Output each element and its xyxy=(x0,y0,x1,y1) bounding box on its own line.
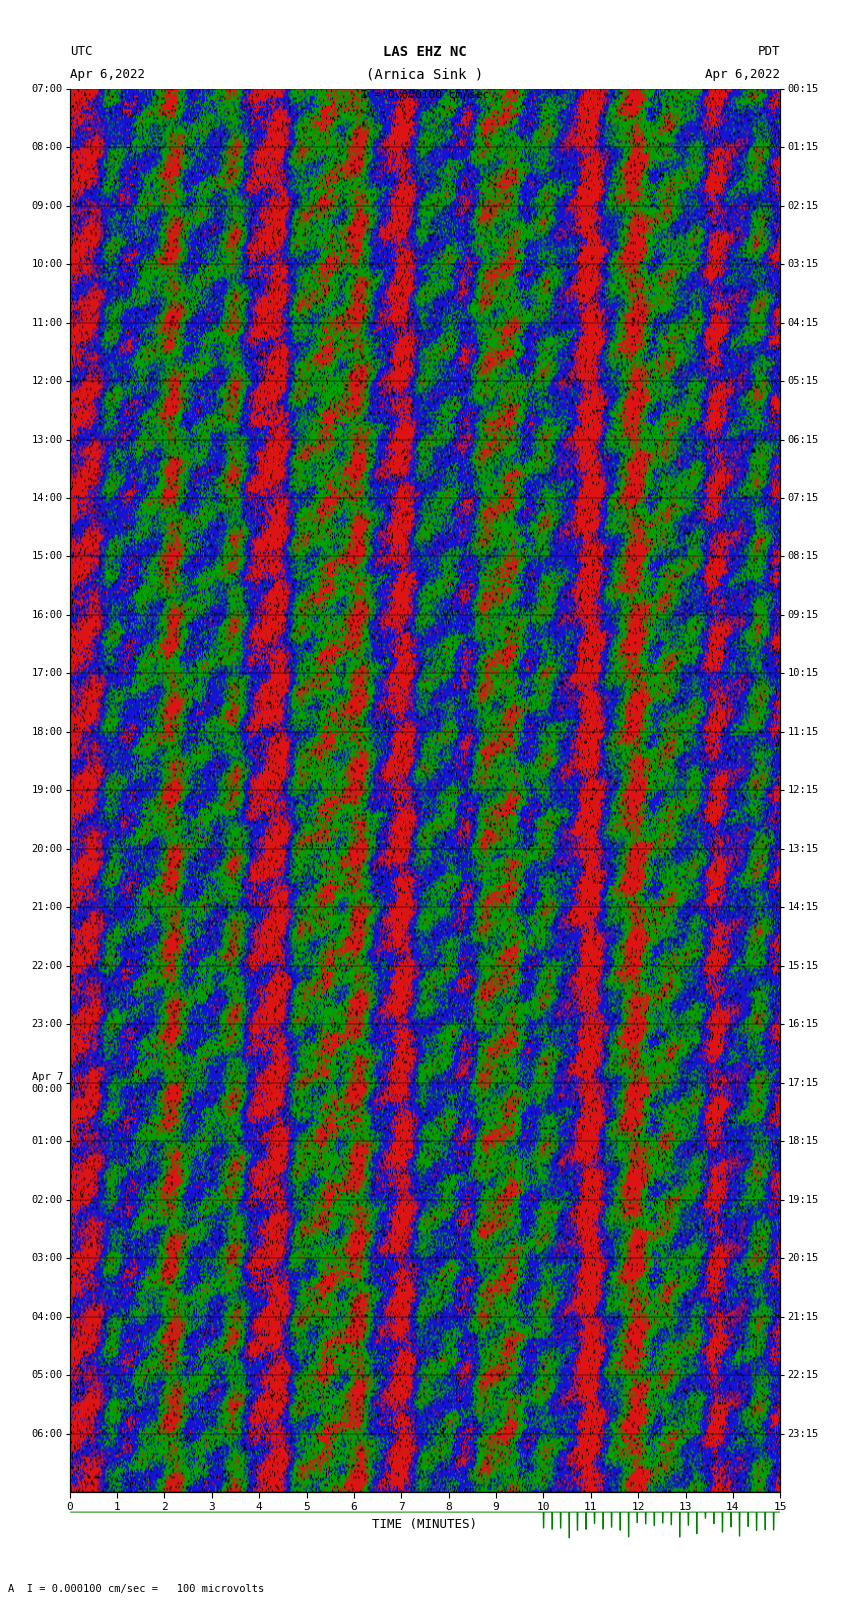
Text: LAS EHZ NC: LAS EHZ NC xyxy=(383,45,467,60)
Text: UTC: UTC xyxy=(70,45,92,58)
Text: (Arnica Sink ): (Arnica Sink ) xyxy=(366,68,484,82)
Text: Apr 6,2022: Apr 6,2022 xyxy=(706,68,780,81)
Text: A  I = 0.000100 cm/sec =   100 microvolts: A I = 0.000100 cm/sec = 100 microvolts xyxy=(8,1584,264,1594)
Text: I = 0.000100 cm/sec: I = 0.000100 cm/sec xyxy=(361,90,489,100)
Text: PDT: PDT xyxy=(758,45,780,58)
X-axis label: TIME (MINUTES): TIME (MINUTES) xyxy=(372,1518,478,1531)
Text: Apr 6,2022: Apr 6,2022 xyxy=(70,68,144,81)
